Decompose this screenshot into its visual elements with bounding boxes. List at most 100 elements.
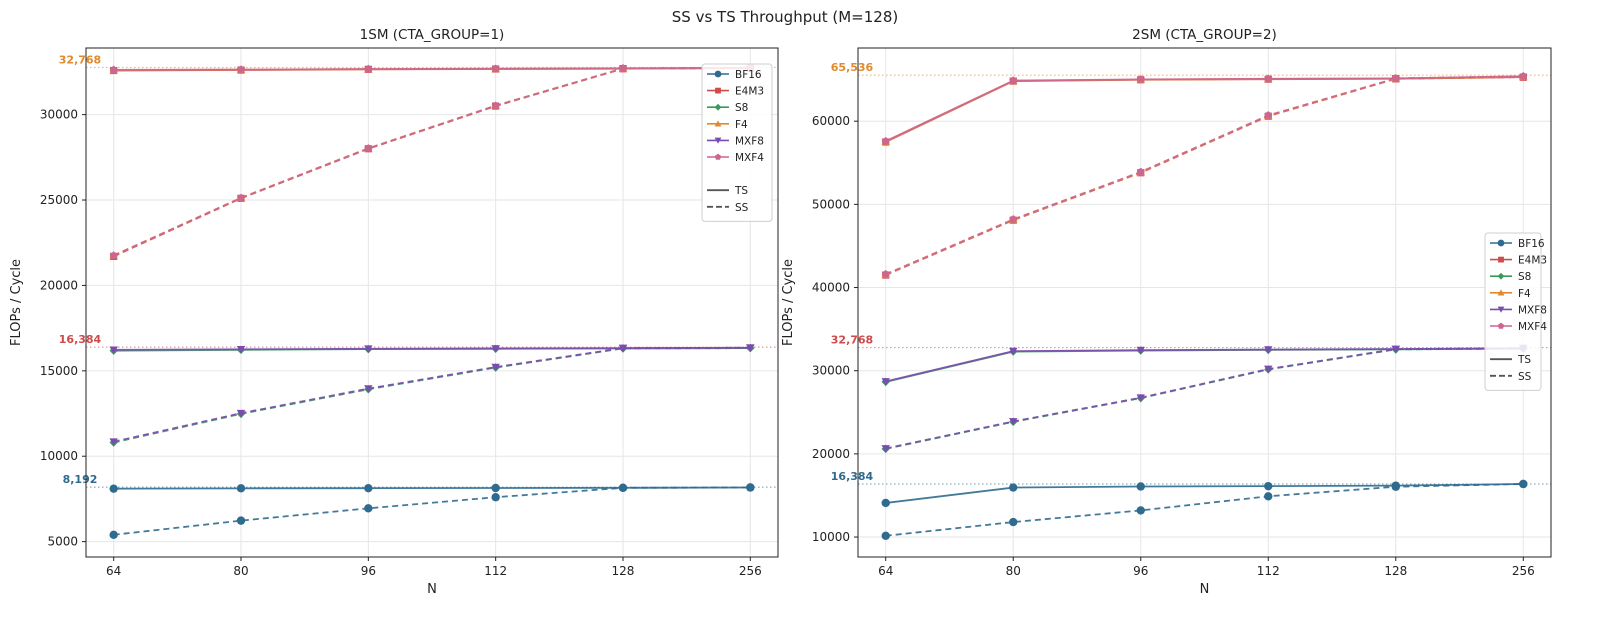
data-point	[1391, 74, 1400, 82]
legend-item-ss: SS	[1490, 371, 1532, 383]
legend-item-f4: F4	[707, 119, 748, 131]
legend-marker	[715, 87, 721, 94]
legend-box	[1484, 232, 1542, 391]
y-tick-label: 10000	[812, 530, 850, 544]
grid	[86, 48, 778, 557]
x-axis-label: N	[427, 582, 437, 597]
legend-label: MXF4	[1518, 321, 1547, 333]
series-line	[885, 347, 1524, 450]
x-tick-label: 128	[1384, 564, 1407, 578]
legend-label: BF16	[1518, 238, 1545, 250]
data-point	[491, 345, 500, 353]
data-point	[618, 344, 628, 353]
legend-marker	[714, 137, 722, 144]
data-point	[364, 483, 373, 493]
legend-marker	[1497, 289, 1505, 296]
data-point	[1136, 394, 1145, 402]
reference-label: 16,384	[831, 470, 874, 483]
data-point	[364, 504, 373, 513]
data-point	[237, 65, 245, 73]
y-axis-label: FLOPs / Cycle	[9, 259, 24, 346]
legend-marker	[1497, 239, 1505, 247]
data-point	[1009, 76, 1018, 84]
series-mxf4-ss	[881, 72, 1528, 278]
data-point	[881, 378, 890, 386]
legend-item-e4m3: E4M3	[1490, 255, 1547, 267]
data-point	[746, 344, 755, 352]
data-point	[236, 516, 246, 525]
series-line	[113, 486, 751, 536]
legend: BF16 E4M3 S8 F4 MXF8 MXF4 TS SS	[1484, 232, 1547, 391]
figure-title: SS vs TS Throughput (M=128)	[672, 8, 898, 26]
data-point	[1136, 167, 1145, 176]
legend-item-mxf8: MXF8	[1490, 304, 1547, 316]
legend-item-bf16: BF16	[707, 69, 762, 81]
data-point	[1136, 482, 1145, 491]
data-point	[746, 483, 755, 492]
legend-item-ts: TS	[707, 185, 748, 197]
reference-label: 65,536	[831, 61, 874, 74]
y-tick-label: 5000	[47, 535, 78, 549]
reference-label: 16,384	[59, 333, 102, 346]
legend-label: S8	[735, 102, 748, 114]
data-point	[1519, 479, 1528, 489]
y-tick-label: 40000	[812, 281, 850, 295]
legend-item-e4m3: E4M3	[707, 86, 764, 98]
legend-item-ts: TS	[1490, 354, 1531, 366]
y-tick-label: 10000	[40, 449, 78, 463]
data-point	[1136, 506, 1145, 515]
reference-label: 32,768	[831, 334, 873, 347]
x-tick-label: 112	[1257, 564, 1280, 578]
data-point	[1391, 345, 1400, 354]
data-point	[1264, 74, 1273, 83]
data-point	[1009, 517, 1018, 527]
chart-panel-1sm: 32,768 16,384 8,192 64 80 96 112 128 256 5000 1000…	[9, 27, 779, 597]
data-point	[1264, 346, 1273, 354]
legend-item-mxf4: MXF4	[1490, 321, 1547, 333]
data-point	[1519, 72, 1528, 80]
x-tick-label: 112	[484, 564, 507, 578]
data-point	[1264, 365, 1273, 374]
data-point	[1264, 481, 1273, 491]
legend-label: BF16	[735, 69, 762, 81]
legend-marker	[714, 70, 722, 78]
data-point	[109, 346, 118, 355]
data-point	[237, 193, 245, 202]
series-bf16-ss	[881, 479, 1528, 540]
data-point	[491, 493, 500, 502]
y-tick-label: 50000	[812, 197, 850, 211]
data-point	[1136, 346, 1145, 355]
series-line	[885, 483, 1524, 537]
grid	[858, 48, 1551, 557]
data-point	[1136, 75, 1145, 83]
x-tick-label: 256	[739, 564, 762, 578]
legend-marker	[1497, 272, 1505, 280]
legend-marker	[1497, 322, 1505, 329]
y-tick-label: 20000	[812, 447, 850, 461]
data-point	[491, 363, 500, 372]
series-line	[113, 66, 751, 257]
legend-item-mxf4: MXF4	[707, 152, 764, 164]
legend-marker	[714, 103, 722, 111]
y-axis-label: FLOPs / Cycle	[781, 259, 796, 346]
data-point	[1264, 111, 1273, 119]
legend-item-mxf8: MXF8	[707, 135, 764, 147]
data-point	[881, 270, 890, 278]
data-point	[1009, 418, 1018, 426]
data-point	[109, 251, 118, 259]
legend-label: SS	[735, 202, 749, 214]
data-point	[881, 136, 890, 145]
chart-title: 1SM (CTA_GROUP=1)	[360, 27, 505, 43]
data-point	[1391, 482, 1400, 491]
plot-frame	[857, 47, 1552, 558]
data-point	[491, 101, 500, 110]
legend-item-bf16: BF16	[1490, 238, 1545, 250]
data-point	[1009, 483, 1018, 492]
legend-marker	[1497, 306, 1505, 313]
data-point	[491, 64, 500, 73]
legend: BF16 E4M3 S8 F4 MXF8 MXF4 TS SS	[701, 63, 773, 222]
data-point	[364, 64, 373, 73]
plot-frame	[85, 47, 779, 558]
legend-label: F4	[735, 119, 748, 131]
